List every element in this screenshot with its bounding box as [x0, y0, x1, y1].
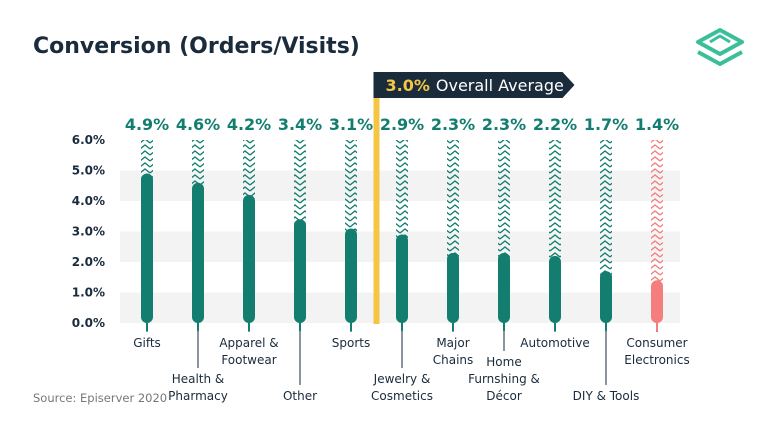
- bar: [345, 228, 357, 323]
- average-text: Overall Average: [436, 76, 564, 95]
- bar: [600, 271, 612, 323]
- category-label-line: DIY & Tools: [573, 389, 640, 403]
- bars: [141, 140, 663, 331]
- category-label-line: Chains: [433, 353, 474, 367]
- bar: [396, 234, 408, 323]
- bar-track: [396, 140, 408, 239]
- category-label: Other: [283, 389, 317, 403]
- y-tick-label: 1.0%: [72, 286, 105, 300]
- value-label: 3.1%: [329, 115, 373, 134]
- category-label: Gifts: [133, 336, 161, 350]
- category-label-line: Furnshing &: [468, 372, 540, 386]
- category-label-line: Consumer: [626, 336, 687, 350]
- value-label: 2.3%: [431, 115, 475, 134]
- category-label: Home Furnshing & Décor: [468, 355, 540, 403]
- bar-track: [651, 140, 663, 285]
- value-label: 2.3%: [482, 115, 526, 134]
- bar-track: [294, 140, 306, 224]
- source-note: Source: Episerver 2020: [33, 391, 167, 405]
- average-marker: 3.0% Overall Average: [373, 72, 575, 324]
- average-value: 3.0%: [386, 76, 430, 95]
- y-tick-label: 0.0%: [72, 316, 105, 330]
- category-label: Sports: [332, 336, 370, 350]
- value-label: 4.2%: [227, 115, 271, 134]
- bar-track: [192, 140, 204, 187]
- value-label: 1.7%: [584, 115, 628, 134]
- bar-track: [243, 140, 255, 199]
- category-label-line: Sports: [332, 336, 370, 350]
- category-label-line: Automotive: [520, 336, 589, 350]
- chart-title: Conversion (Orders/Visits): [33, 34, 360, 59]
- category-label-line: Health &: [172, 372, 225, 386]
- value-label: 2.2%: [533, 115, 577, 134]
- category-label-line: Home: [486, 355, 521, 369]
- category-labels: Gifts Health & Pharmacy Apparel & Footwear Ot…: [133, 331, 690, 403]
- bar: [141, 173, 153, 323]
- category-label: Health & Pharmacy: [168, 372, 228, 403]
- bar-track: [600, 140, 612, 276]
- bar: [549, 255, 561, 323]
- category-label: Apparel & Footwear: [219, 336, 278, 367]
- bar-track: [345, 140, 357, 233]
- y-axis-ticks: 0.0% 1.0% 2.0% 3.0% 4.0% 5.0% 6.0%: [72, 133, 105, 330]
- category-label-line: Footwear: [221, 353, 276, 367]
- value-label: 1.4%: [635, 115, 679, 134]
- category-label: Automotive: [520, 336, 589, 350]
- value-label: 3.4%: [278, 115, 322, 134]
- category-label-line: Cosmetics: [371, 389, 433, 403]
- episerver-logo-icon: [696, 28, 744, 66]
- bar-track: [498, 140, 510, 257]
- category-label-line: Other: [283, 389, 317, 403]
- bar-track: [141, 140, 153, 178]
- y-tick-label: 2.0%: [72, 255, 105, 269]
- bar: [243, 194, 255, 323]
- category-label-line: Gifts: [133, 336, 161, 350]
- category-label: Major Chains: [433, 336, 474, 367]
- average-label: 3.0% Overall Average: [386, 76, 564, 95]
- category-label: Jewelry & Cosmetics: [371, 372, 433, 403]
- category-label-line: Major: [436, 336, 469, 350]
- bar: [192, 182, 204, 323]
- value-label: 4.9%: [125, 115, 169, 134]
- bar-track: [549, 140, 561, 260]
- bar: [447, 252, 459, 323]
- category-label: DIY & Tools: [573, 389, 640, 403]
- value-labels: 4.9% 4.6% 4.2% 3.4% 3.1% 2.9% 2.3% 2.3% 2.2% 1.7%…: [125, 115, 679, 134]
- y-tick-label: 3.0%: [72, 225, 105, 239]
- value-label: 4.6%: [176, 115, 220, 134]
- bar: [651, 280, 663, 323]
- category-label-line: Electronics: [624, 353, 689, 367]
- bar: [498, 252, 510, 323]
- category-label-line: Jewelry &: [373, 372, 431, 386]
- y-tick-label: 6.0%: [72, 133, 105, 147]
- bar-track: [447, 140, 459, 257]
- average-line: [373, 72, 380, 324]
- y-tick-label: 5.0%: [72, 164, 105, 178]
- category-label-line: Pharmacy: [168, 389, 228, 403]
- category-label-line: Apparel &: [219, 336, 278, 350]
- category-label-line: Décor: [486, 389, 522, 403]
- average-callout-box: [373, 72, 575, 98]
- category-label: Consumer Electronics: [624, 336, 689, 367]
- y-tick-label: 4.0%: [72, 194, 105, 208]
- bar: [294, 219, 306, 323]
- value-label: 2.9%: [380, 115, 424, 134]
